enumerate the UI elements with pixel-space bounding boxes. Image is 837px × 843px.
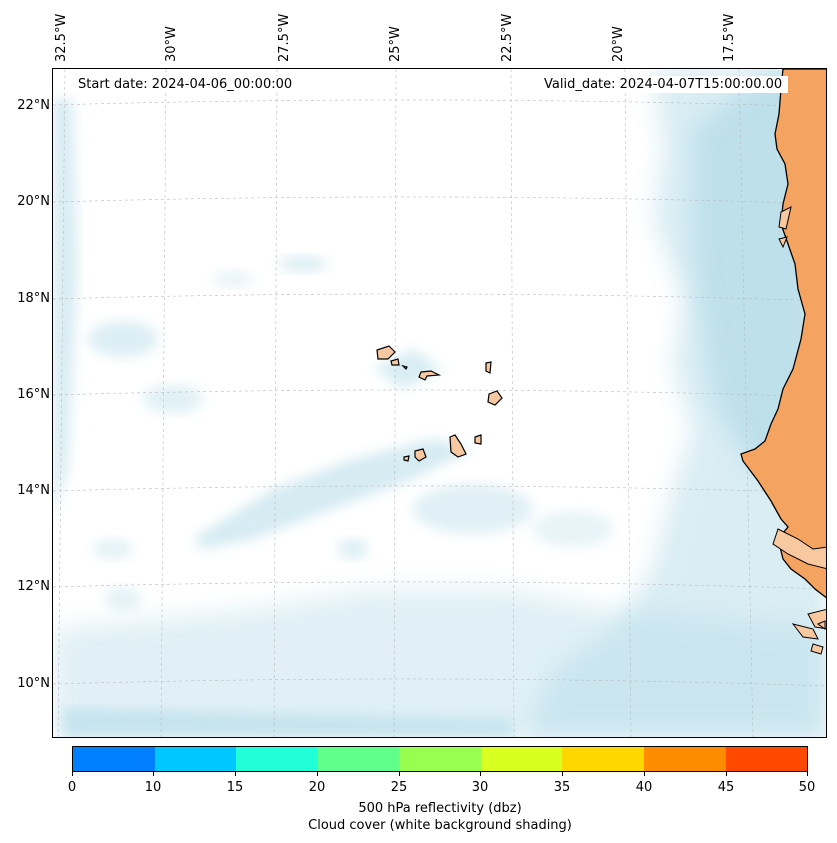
- colorbar-sublabel: Cloud cover (white background shading): [308, 818, 572, 833]
- brava: [403, 455, 410, 462]
- santiago: [449, 434, 467, 458]
- lon-label-32-5w: 32.5°W: [54, 13, 69, 62]
- cape-verde-islands: [376, 345, 503, 462]
- coastal-islet: [778, 206, 792, 249]
- lat-label-10n: 10°N: [17, 676, 50, 691]
- africa-landmass: [740, 69, 826, 599]
- colorbar-tick: [480, 772, 481, 776]
- colorbar-label: 500 hPa reflectivity (dbz): [358, 801, 522, 816]
- colorbar-tick: [235, 772, 236, 776]
- colorbar-segment-25-30: [399, 747, 481, 771]
- colorbar-segment-35-40: [562, 747, 644, 771]
- map-canvas: [53, 69, 826, 737]
- colorbar-segment-10-15: [154, 747, 237, 771]
- valid-date-label: Valid_date: 2024-04-07T15:00:00.00: [538, 76, 789, 93]
- lat-label-16n: 16°N: [17, 387, 50, 402]
- colorbar-tick-label: 0: [67, 780, 77, 795]
- colorbar-tick-label: 45: [717, 780, 735, 795]
- lon-label-25w: 25°W: [388, 26, 403, 62]
- colorbar-tick-label: 40: [635, 780, 653, 795]
- colorbar-tick: [72, 772, 73, 776]
- colorbar-tick-label: 50: [798, 780, 816, 795]
- lon-label-30w: 30°W: [164, 26, 179, 62]
- lat-label-22n: 22°N: [17, 98, 50, 113]
- graticule: [53, 69, 826, 737]
- colorbar-tick: [562, 772, 563, 776]
- cloud-cover-shading: [53, 69, 826, 737]
- lat-label-14n: 14°N: [17, 483, 50, 498]
- colorbar-tick-label: 30: [471, 780, 489, 795]
- maio: [474, 434, 482, 445]
- colorbar-tick: [153, 772, 154, 776]
- colorbar-segment-40-45: [643, 747, 726, 771]
- reflectivity-colorbar: [72, 746, 808, 772]
- lat-label-18n: 18°N: [17, 291, 50, 306]
- colorbar-segment-30-35: [480, 747, 563, 771]
- colorbar-segment-0-10: [73, 747, 155, 771]
- lat-label-12n: 12°N: [17, 579, 50, 594]
- colorbar-tick: [726, 772, 727, 776]
- colorbar-segment-15-20: [236, 747, 318, 771]
- colorbar-tick-label: 25: [390, 780, 408, 795]
- colorbar-tick: [399, 772, 400, 776]
- colorbar-tick-label: 35: [553, 780, 571, 795]
- bijagos-islands: [791, 608, 826, 655]
- colorbar-tick: [317, 772, 318, 776]
- lon-label-22-5w: 22.5°W: [500, 13, 515, 62]
- colorbar-tick-label: 20: [308, 780, 326, 795]
- colorbar-tick: [644, 772, 645, 776]
- lon-label-27-5w: 27.5°W: [277, 13, 292, 62]
- lat-label-20n: 20°N: [17, 194, 50, 209]
- colorbar-segment-45-50: [725, 747, 808, 771]
- sao-vicente: [390, 358, 400, 366]
- santo-antao: [376, 345, 396, 360]
- lon-label-20w: 20°W: [611, 26, 626, 62]
- colorbar-tick-label: 10: [144, 780, 162, 795]
- colorbar-tick-label: 15: [226, 780, 244, 795]
- colorbar-segment-20-25: [317, 747, 400, 771]
- colorbar-tick: [807, 772, 808, 776]
- sao-nicolau: [418, 370, 442, 381]
- fogo: [414, 448, 427, 462]
- santa-luzia: [401, 364, 408, 371]
- sal: [485, 361, 492, 374]
- boa-vista: [487, 390, 503, 406]
- map-frame[interactable]: [52, 68, 827, 738]
- gambia-coast: [772, 528, 826, 570]
- start-date-label: Start date: 2024-04-06_00:00:00: [72, 76, 299, 93]
- lon-label-17-5w: 17.5°W: [722, 13, 737, 62]
